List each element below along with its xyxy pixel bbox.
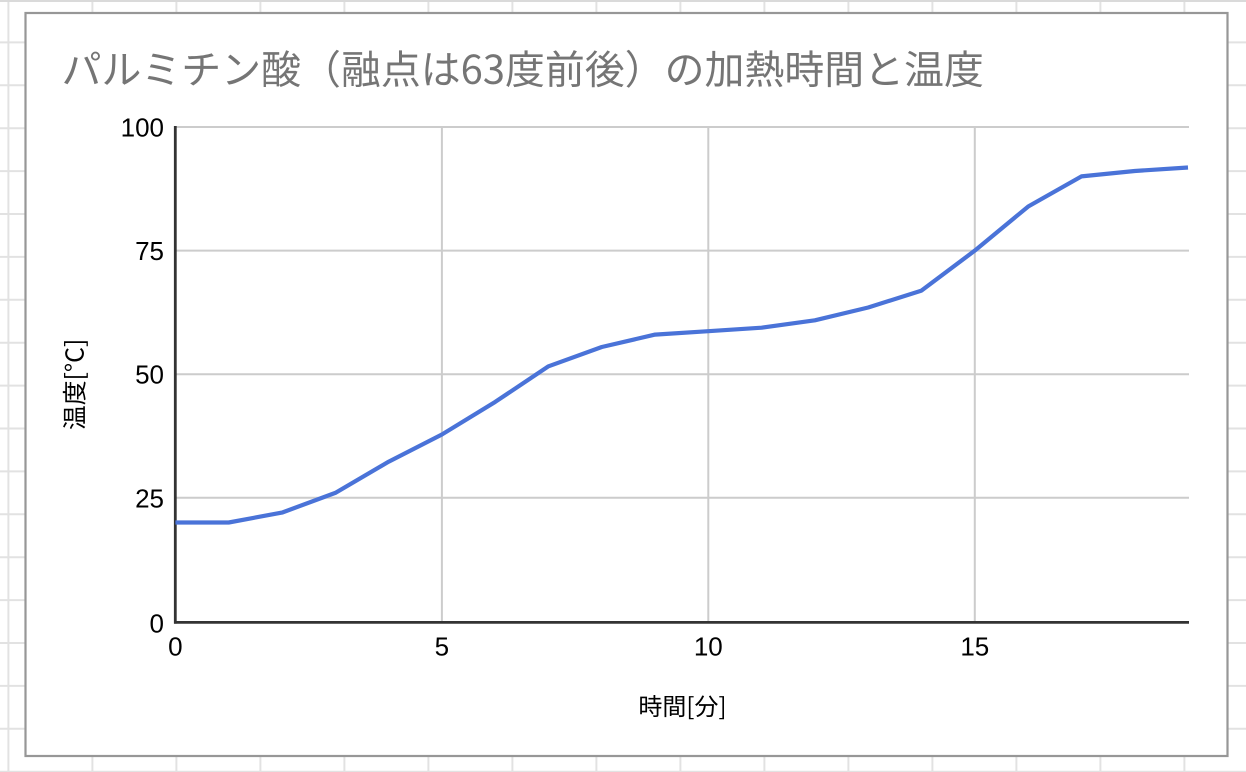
svg-text:5: 5	[435, 632, 449, 662]
svg-text:15: 15	[960, 632, 989, 662]
svg-text:0: 0	[150, 608, 164, 638]
svg-text:75: 75	[135, 236, 164, 266]
svg-text:0: 0	[168, 632, 182, 662]
svg-text:50: 50	[135, 360, 164, 390]
svg-text:25: 25	[135, 483, 164, 513]
svg-text:10: 10	[694, 632, 723, 662]
svg-text:100: 100	[121, 113, 164, 143]
